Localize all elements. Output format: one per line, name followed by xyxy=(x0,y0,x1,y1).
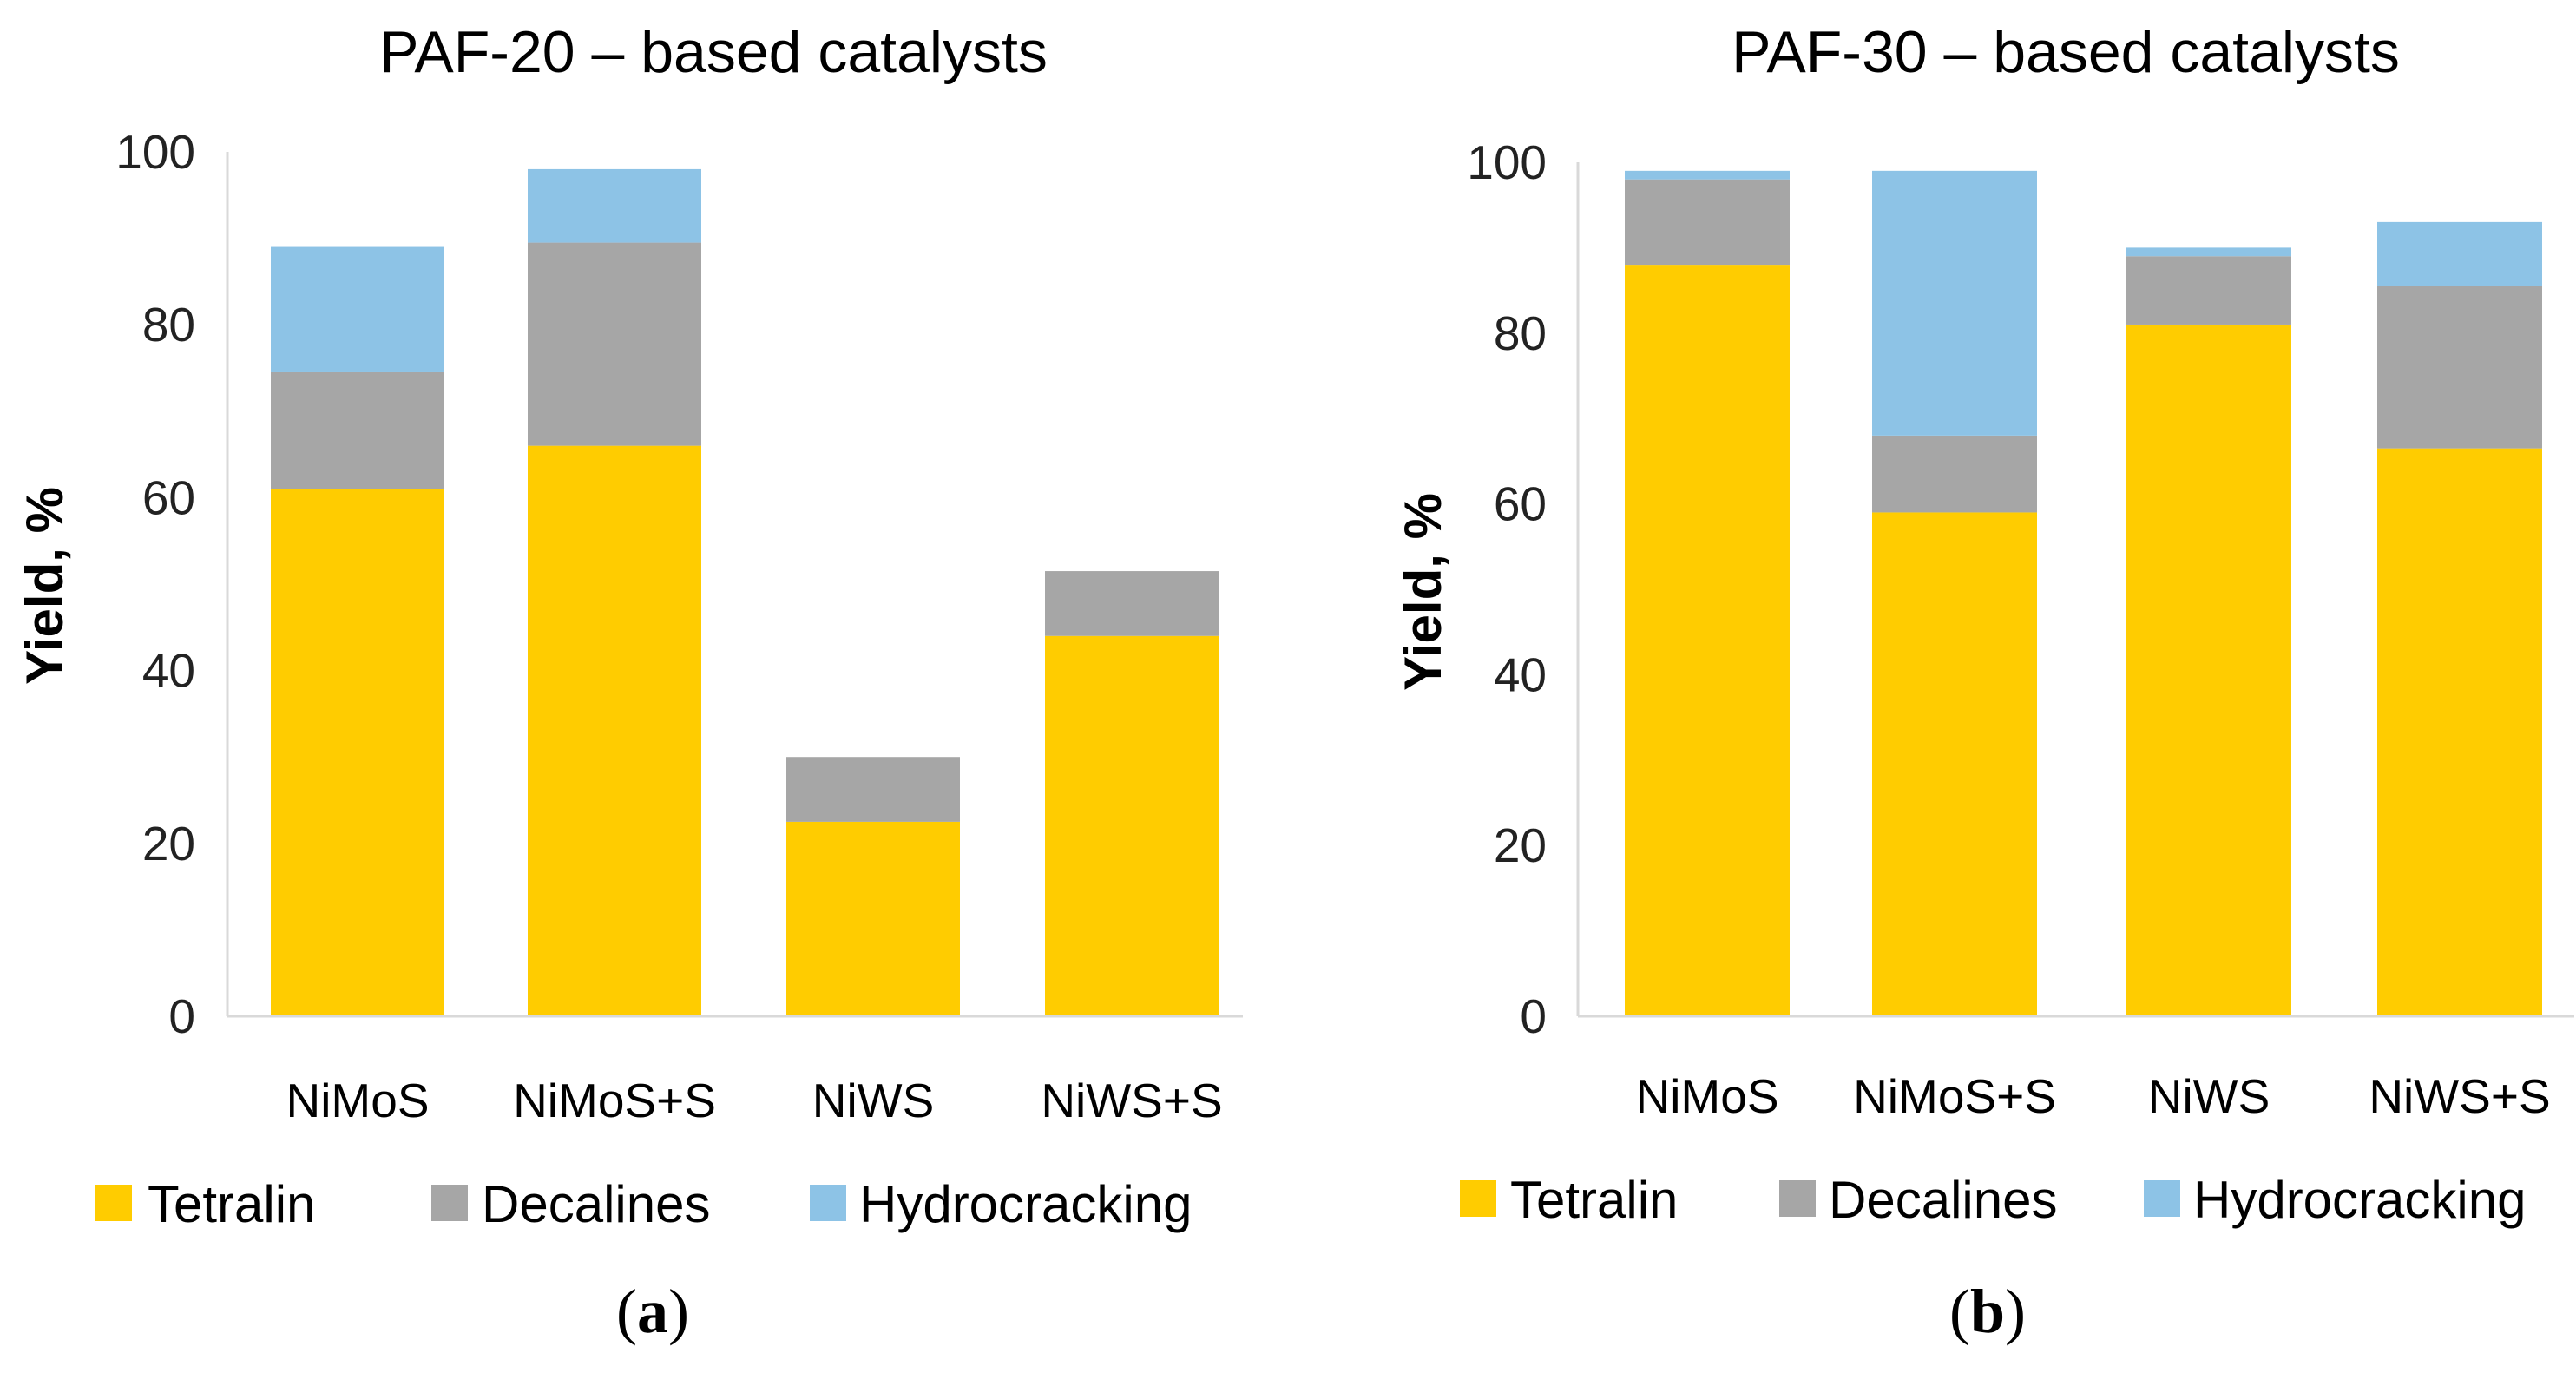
y-tick-label: 20 xyxy=(1494,818,1547,872)
y-tick-label: 0 xyxy=(168,989,195,1043)
chart-a-bars xyxy=(271,168,1219,1016)
bar-hydrocracking-niws xyxy=(2126,247,2291,257)
chart-a-yticks: 0 20 40 60 80 100 xyxy=(115,125,195,1043)
bar-decalines-niws xyxy=(2126,256,2291,325)
x-category-label: NiMoS+S xyxy=(513,1074,716,1127)
legend-a-tetralin-swatch xyxy=(95,1185,132,1221)
x-category-label: NiWS xyxy=(812,1074,935,1127)
legend-b-tetralin-label: Tetralin xyxy=(1510,1171,1678,1229)
y-tick-label: 100 xyxy=(115,125,195,179)
chart-b-yticks: 0 20 40 60 80 100 xyxy=(1467,135,1547,1043)
bar-decalines-nimos-plus-s xyxy=(1872,435,2037,513)
bar-tetralin-nimos-plus-s xyxy=(528,445,701,1016)
chart-b-legend: Tetralin Decalines Hydrocracking xyxy=(1460,1171,2526,1229)
panel-b: PAF-30 – based catalysts Yield, % 0 20 40 6… xyxy=(1394,19,2574,1346)
bar-decalines-niws-plus-s xyxy=(1045,571,1219,636)
bar-tetralin-niws xyxy=(786,821,960,1016)
x-category-label: NiMoS xyxy=(1635,1069,1778,1123)
y-tick-label: 60 xyxy=(142,470,195,524)
bar-decalines-nimos xyxy=(271,371,444,489)
panel-a-label: (a) xyxy=(616,1277,689,1346)
chart-b-title: PAF-30 – based catalysts xyxy=(1732,19,2400,85)
x-category-label: NiWS+S xyxy=(2369,1069,2550,1123)
bar-tetralin-nimos-plus-s xyxy=(1872,512,2037,1016)
bar-tetralin-niws-plus-s xyxy=(1045,635,1219,1016)
y-tick-label: 0 xyxy=(1520,989,1547,1043)
panel-a: PAF-20 – based catalysts Yield, % 0 20 40 6… xyxy=(16,19,1243,1346)
chart-b-ylabel: Yield, % xyxy=(1394,493,1452,691)
y-tick-label: 40 xyxy=(1494,647,1547,701)
bar-hydrocracking-nimos-plus-s xyxy=(528,168,701,243)
legend-a-decalines-label: Decalines xyxy=(482,1175,710,1233)
chart-b-categories: NiMoS NiMoS+S NiWS NiWS+S xyxy=(1635,1069,2550,1123)
legend-b-hydrocracking-label: Hydrocracking xyxy=(2193,1171,2526,1229)
legend-b-hydrocracking-swatch xyxy=(2144,1180,2180,1217)
legend-a-tetralin-label: Tetralin xyxy=(148,1175,315,1233)
y-tick-label: 40 xyxy=(142,644,195,698)
bar-hydrocracking-nimos-plus-s xyxy=(1872,170,2037,436)
x-category-label: NiWS xyxy=(2148,1069,2270,1123)
y-tick-label: 80 xyxy=(142,298,195,351)
chart-a-categories: NiMoS NiMoS+S NiWS NiWS+S xyxy=(286,1074,1222,1127)
bar-tetralin-nimos xyxy=(271,489,444,1016)
bar-tetralin-niws-plus-s xyxy=(2377,448,2542,1016)
chart-a-legend: Tetralin Decalines Hydrocracking xyxy=(95,1175,1192,1233)
y-tick-label: 80 xyxy=(1494,306,1547,360)
x-category-label: NiMoS+S xyxy=(1853,1069,2056,1123)
legend-a-hydrocracking-label: Hydrocracking xyxy=(859,1175,1192,1233)
bar-decalines-nimos xyxy=(1625,179,1790,266)
x-category-label: NiMoS xyxy=(286,1074,429,1127)
y-tick-label: 60 xyxy=(1494,477,1547,531)
y-tick-label: 100 xyxy=(1467,135,1547,189)
legend-a-decalines-swatch xyxy=(431,1185,468,1221)
chart-a-ylabel: Yield, % xyxy=(16,487,74,685)
legend-b-decalines-label: Decalines xyxy=(1829,1171,2057,1229)
y-tick-label: 20 xyxy=(142,817,195,870)
bar-decalines-niws-plus-s xyxy=(2377,286,2542,449)
bar-tetralin-niws xyxy=(2126,324,2291,1017)
bar-hydrocracking-nimos xyxy=(1625,170,1790,180)
chart-b-bars xyxy=(1625,170,2542,1017)
chart-a-title: PAF-20 – based catalysts xyxy=(379,19,1048,85)
bar-decalines-niws xyxy=(786,757,960,822)
panel-b-label: (b) xyxy=(1949,1277,2026,1346)
bar-hydrocracking-nimos xyxy=(271,246,444,372)
bar-decalines-nimos-plus-s xyxy=(528,242,701,446)
bar-tetralin-nimos xyxy=(1625,265,1790,1017)
bar-hydrocracking-niws-plus-s xyxy=(2377,221,2542,286)
legend-b-tetralin-swatch xyxy=(1460,1180,1496,1217)
legend-a-hydrocracking-swatch xyxy=(810,1185,846,1221)
x-category-label: NiWS+S xyxy=(1041,1074,1222,1127)
legend-b-decalines-swatch xyxy=(1779,1180,1816,1217)
